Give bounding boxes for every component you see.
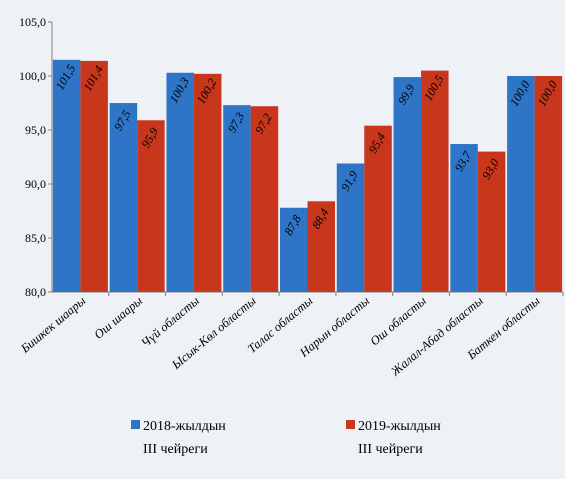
bar bbox=[223, 105, 251, 292]
legend-swatch bbox=[346, 420, 355, 429]
y-tick-label: 95,0 bbox=[25, 123, 46, 137]
x-tick-label: Жалал-Абад областы bbox=[387, 293, 486, 379]
bar bbox=[137, 120, 165, 292]
bar bbox=[80, 60, 108, 292]
bar bbox=[450, 144, 478, 292]
y-tick-label: 80,0 bbox=[25, 285, 46, 299]
y-tick-label: 105,0 bbox=[19, 15, 46, 29]
y-tick-label: 100,0 bbox=[19, 69, 46, 83]
y-tick-label: 90,0 bbox=[25, 177, 46, 191]
y-tick-label: 85,0 bbox=[25, 231, 46, 245]
bar bbox=[534, 76, 563, 292]
bar bbox=[280, 207, 308, 292]
legend-swatch bbox=[131, 420, 140, 429]
legend-label: 2019-жылдын bbox=[358, 419, 441, 434]
bar bbox=[109, 103, 138, 292]
bar bbox=[193, 73, 222, 292]
x-tick-label: Ош шаары bbox=[91, 293, 145, 342]
bar bbox=[307, 201, 335, 292]
bar bbox=[477, 151, 506, 292]
bar bbox=[250, 106, 279, 293]
bar bbox=[166, 72, 194, 292]
x-tick-label: Бишкек шаары bbox=[17, 293, 88, 356]
bar bbox=[336, 163, 365, 292]
legend-label: III чейреги bbox=[143, 442, 208, 457]
bar bbox=[393, 77, 422, 292]
bar bbox=[364, 125, 392, 293]
legend-label: 2018-жылдын bbox=[143, 419, 226, 434]
legend-label: III чейреги bbox=[358, 442, 423, 457]
bar bbox=[421, 70, 449, 292]
bar bbox=[52, 59, 81, 292]
bar bbox=[507, 76, 535, 292]
